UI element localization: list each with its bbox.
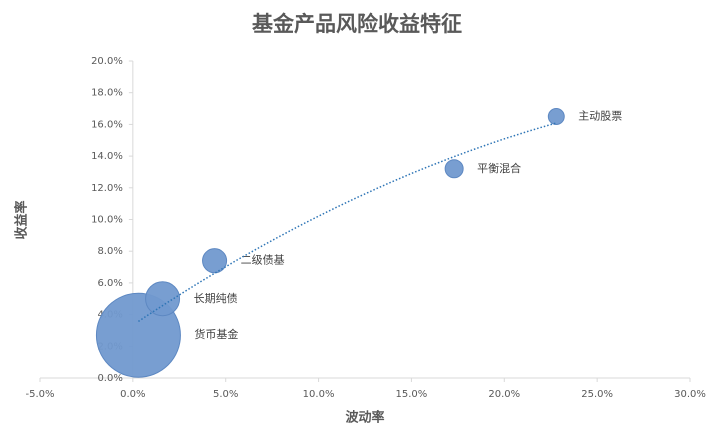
bubble [202,248,228,274]
bubble [547,108,565,125]
y-tick-label: 10.0% [91,215,123,226]
data-label: 长期纯债 [194,291,238,305]
x-axis-label: 波动率 [345,410,384,426]
y-tick-label: 16.0% [91,119,123,130]
y-tick-label: 18.0% [91,88,123,99]
data-label: 二级债基 [241,253,285,267]
bubble [145,281,181,317]
y-tick-label: 12.0% [91,183,123,194]
x-tick-label: 25.0% [581,389,613,400]
y-tick-label: 20.0% [91,56,123,67]
data-label: 平衡混合 [477,161,521,175]
x-tick-label: 30.0% [674,389,706,400]
bubble [444,159,464,179]
y-tick-label: 0.0% [97,373,122,384]
x-tick-label: 10.0% [303,389,335,400]
y-tick-label: 6.0% [97,278,122,289]
y-axis-label: 收益率 [14,200,30,239]
chart-title: 基金产品风险收益特征 [252,12,462,36]
data-label: 货币基金 [194,327,238,341]
x-tick-label: 0.0% [120,389,145,400]
x-tick-label: 20.0% [488,389,520,400]
x-tick-label: 5.0% [213,389,238,400]
y-tick-label: 8.0% [97,246,122,257]
y-tick-label: 14.0% [91,151,123,162]
data-label: 主动股票 [578,109,622,122]
x-tick-label: -5.0% [25,389,54,400]
x-tick-label: 15.0% [396,389,428,400]
